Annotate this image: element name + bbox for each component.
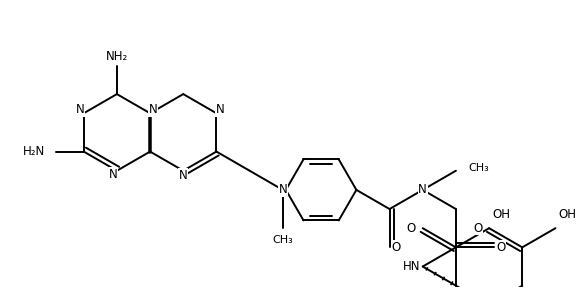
Text: OH: OH [492, 208, 510, 222]
Text: O: O [406, 222, 416, 235]
Text: N: N [149, 103, 158, 116]
Text: N: N [109, 168, 118, 180]
Text: NH₂: NH₂ [106, 50, 128, 63]
Text: N: N [179, 169, 188, 182]
Text: O: O [496, 241, 505, 254]
Text: CH₃: CH₃ [468, 163, 489, 173]
Text: N: N [419, 183, 427, 196]
Text: HN: HN [402, 260, 420, 273]
Text: N: N [76, 103, 85, 116]
Text: OH: OH [558, 208, 576, 222]
Text: N: N [278, 183, 287, 196]
Text: O: O [473, 222, 482, 235]
Text: H₂N: H₂N [23, 145, 45, 158]
Text: CH₃: CH₃ [273, 235, 293, 245]
Text: N: N [215, 103, 224, 116]
Text: O: O [391, 241, 401, 254]
